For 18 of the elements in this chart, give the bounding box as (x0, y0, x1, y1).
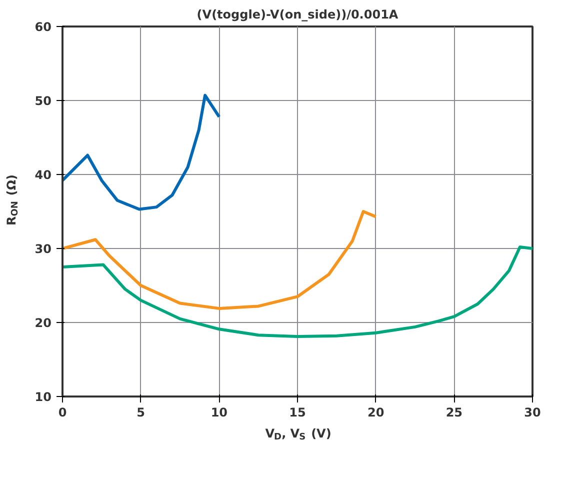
x-tick-label: 10 (210, 406, 228, 420)
y-tick-label: 30 (34, 242, 52, 256)
x-tick-label: 0 (58, 406, 67, 420)
chart-title: (V(toggle)-V(on_side))/0.001A (196, 8, 399, 22)
x-tick-label: 20 (367, 406, 384, 420)
line-series (62, 210, 378, 310)
line-series (62, 246, 532, 338)
x-tick-label: 30 (524, 406, 541, 420)
line-series (62, 94, 221, 211)
y-tick-label: 20 (34, 316, 52, 330)
x-tick-label: 25 (446, 406, 463, 420)
y-tick-label: 60 (34, 20, 52, 34)
y-tick-label: 50 (34, 94, 52, 108)
x-tick-label: 15 (289, 406, 306, 420)
y-axis-title: RON (Ω) (4, 174, 20, 226)
y-tick-label: 10 (34, 390, 52, 404)
y-tick-label: 40 (34, 168, 52, 182)
x-tick-label: 5 (136, 406, 146, 420)
